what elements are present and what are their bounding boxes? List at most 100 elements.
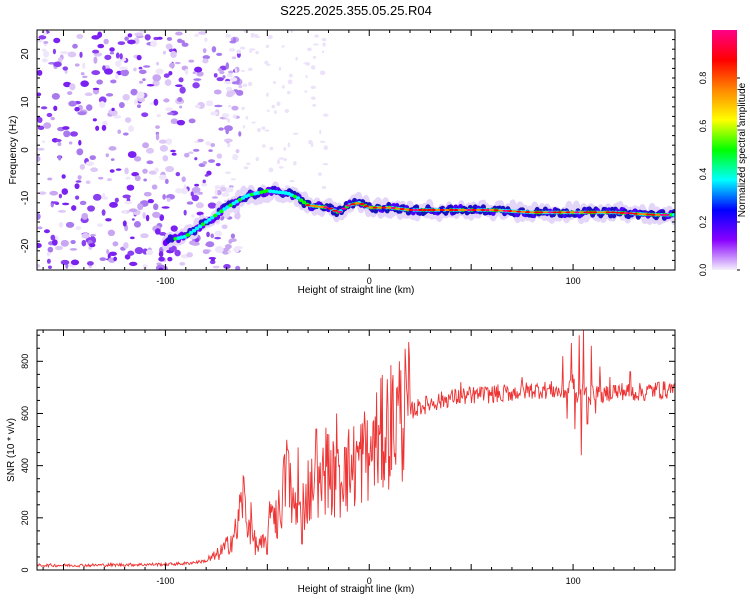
noise-blob xyxy=(231,56,237,60)
noise-blob xyxy=(124,254,131,260)
noise-blob xyxy=(158,267,164,270)
ridge-hotspot xyxy=(587,211,594,214)
noise-blob xyxy=(226,73,233,78)
noise-blob xyxy=(164,79,172,86)
noise-blob xyxy=(151,184,158,190)
noise-blob xyxy=(292,132,299,135)
noise-blob xyxy=(79,200,87,206)
noise-blob xyxy=(79,163,86,170)
noise-blob xyxy=(86,104,93,111)
noise-blob xyxy=(122,194,131,199)
noise-blob xyxy=(234,68,238,73)
noise-blob xyxy=(38,191,47,195)
noise-blob xyxy=(175,188,183,194)
noise-blob xyxy=(247,81,253,87)
noise-blob xyxy=(177,38,183,44)
noise-blob xyxy=(322,50,325,54)
noise-blob xyxy=(183,184,187,191)
noise-blob xyxy=(175,84,183,88)
noise-blob xyxy=(214,236,221,240)
noise-blob xyxy=(175,171,181,177)
noise-blob xyxy=(138,69,147,75)
noise-blob xyxy=(46,112,53,118)
noise-blob xyxy=(90,167,99,173)
noise-blob xyxy=(202,249,210,254)
noise-blob xyxy=(228,239,233,244)
noise-blob xyxy=(207,202,217,209)
ridge-band xyxy=(301,200,307,205)
noise-blob xyxy=(283,146,286,152)
noise-blob xyxy=(170,118,179,125)
snr-x-tick-label: 0 xyxy=(367,576,372,586)
noise-blob xyxy=(133,67,137,72)
heatmap-x-tick-label: -100 xyxy=(156,276,174,286)
figure-title: S225.2025.355.05.25.R04 xyxy=(280,3,432,18)
ridge-hotspot xyxy=(332,209,338,212)
noise-blob xyxy=(41,48,47,52)
noise-blob xyxy=(208,159,216,163)
noise-blob xyxy=(204,174,209,177)
ridge-hotspot xyxy=(628,212,634,215)
noise-blob xyxy=(165,107,173,112)
noise-blob xyxy=(236,89,244,96)
noise-blob xyxy=(286,90,291,95)
ridge-hotspot xyxy=(314,205,320,208)
noise-blob xyxy=(113,256,117,262)
colorbar-ticks: 0.0 0.2 0.4 0.6 0.8 xyxy=(698,72,740,276)
noise-blob xyxy=(68,141,73,145)
noise-blob xyxy=(314,34,319,38)
heatmap-y-tick-label: -10 xyxy=(20,190,31,205)
noise-blob xyxy=(129,261,138,267)
noise-blob xyxy=(242,125,246,129)
ridge-band xyxy=(213,213,218,218)
noise-blob xyxy=(148,170,157,175)
ridge-band xyxy=(210,215,215,220)
ridge-hotspot xyxy=(650,213,657,216)
noise-blob xyxy=(50,201,59,204)
ridge-hotspot xyxy=(471,208,477,212)
noise-blob xyxy=(124,36,129,41)
noise-blob xyxy=(163,98,170,103)
noise-blob xyxy=(192,71,196,75)
noise-blob xyxy=(126,184,135,191)
noise-blob xyxy=(75,226,82,231)
noise-blob xyxy=(37,226,43,230)
noise-blob xyxy=(101,192,106,199)
noise-blob xyxy=(191,214,195,218)
noise-blob xyxy=(226,86,233,92)
noise-blob xyxy=(194,66,203,73)
noise-blob xyxy=(166,197,171,202)
noise-blob xyxy=(322,162,329,166)
noise-blob xyxy=(145,249,154,256)
noise-blob xyxy=(156,61,160,66)
noise-blob xyxy=(76,34,84,39)
noise-blob xyxy=(86,261,94,266)
noise-blob xyxy=(211,258,215,262)
ridge-hotspot xyxy=(430,208,437,212)
snr-y-tick-label: 0 xyxy=(20,567,30,572)
noise-blob xyxy=(136,104,141,108)
noise-blob xyxy=(184,152,190,158)
noise-blob xyxy=(141,112,149,118)
ridge-hotspot xyxy=(516,210,522,213)
noise-blob xyxy=(161,206,170,209)
noise-blob xyxy=(178,77,184,83)
ridge-band xyxy=(234,199,239,204)
noise-blob xyxy=(214,230,223,237)
noise-blob xyxy=(107,229,116,237)
noise-blob xyxy=(102,120,108,127)
noise-blob xyxy=(99,257,107,262)
noise-blob xyxy=(194,157,198,161)
noise-blob xyxy=(202,160,207,165)
noise-blob xyxy=(53,61,62,68)
ridge-hotspot xyxy=(475,208,482,212)
noise-blob xyxy=(257,128,261,133)
noise-blob xyxy=(74,183,80,190)
heatmap-frame xyxy=(36,29,676,271)
heatmap-scatter-field xyxy=(37,30,329,270)
noise-blob xyxy=(143,191,152,197)
heatmap-ridge xyxy=(161,181,675,251)
ridge-hotspot xyxy=(408,208,415,212)
noise-blob xyxy=(214,188,218,196)
